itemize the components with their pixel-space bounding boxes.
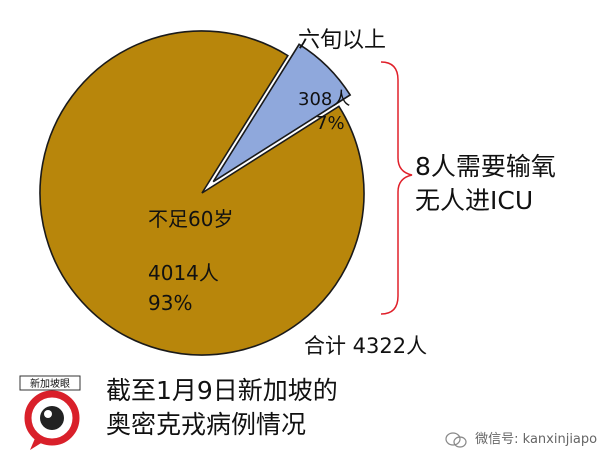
caption: 截至1月9日新加坡的 奥密克戎病例情况 <box>106 374 338 442</box>
pie-slice-under60 <box>39 30 365 356</box>
annotation-line-icu: 无人进ICU <box>415 186 534 215</box>
total-label: 合计 4322人 <box>304 334 427 358</box>
watermark: 微信号: kanxinjiapo <box>445 428 597 448</box>
logo-text: 新加坡眼 <box>30 377 70 390</box>
slice-count-under60: 4014人 <box>148 261 219 285</box>
slice-label-senior: 六旬以上 <box>298 28 386 53</box>
wechat-icon <box>445 431 467 448</box>
annotation-brace <box>380 61 413 315</box>
pie-slices <box>39 30 365 356</box>
logo: 新加坡眼 <box>19 375 81 450</box>
pie-slice-senior <box>212 43 352 183</box>
annotation-text: 8人需要输氧 无人进ICU <box>415 150 556 218</box>
slice-pct-senior: 7% <box>316 113 345 134</box>
caption-line-2: 奥密克戎病例情况 <box>106 410 307 439</box>
pie-chart: 六旬以上 308人 7% 不足60岁 4014人 93% 合计 4322人 <box>39 28 427 358</box>
slice-label-under60: 不足60岁 <box>148 207 233 231</box>
caption-line-1: 截至1月9日新加坡的 <box>106 376 338 405</box>
slice-pct-under60: 93% <box>148 291 192 315</box>
slice-count-senior: 308人 <box>298 89 350 110</box>
annotation-line-oxygen: 8人需要输氧 <box>415 152 556 181</box>
watermark-text: 微信号: kanxinjiapo <box>475 432 598 447</box>
